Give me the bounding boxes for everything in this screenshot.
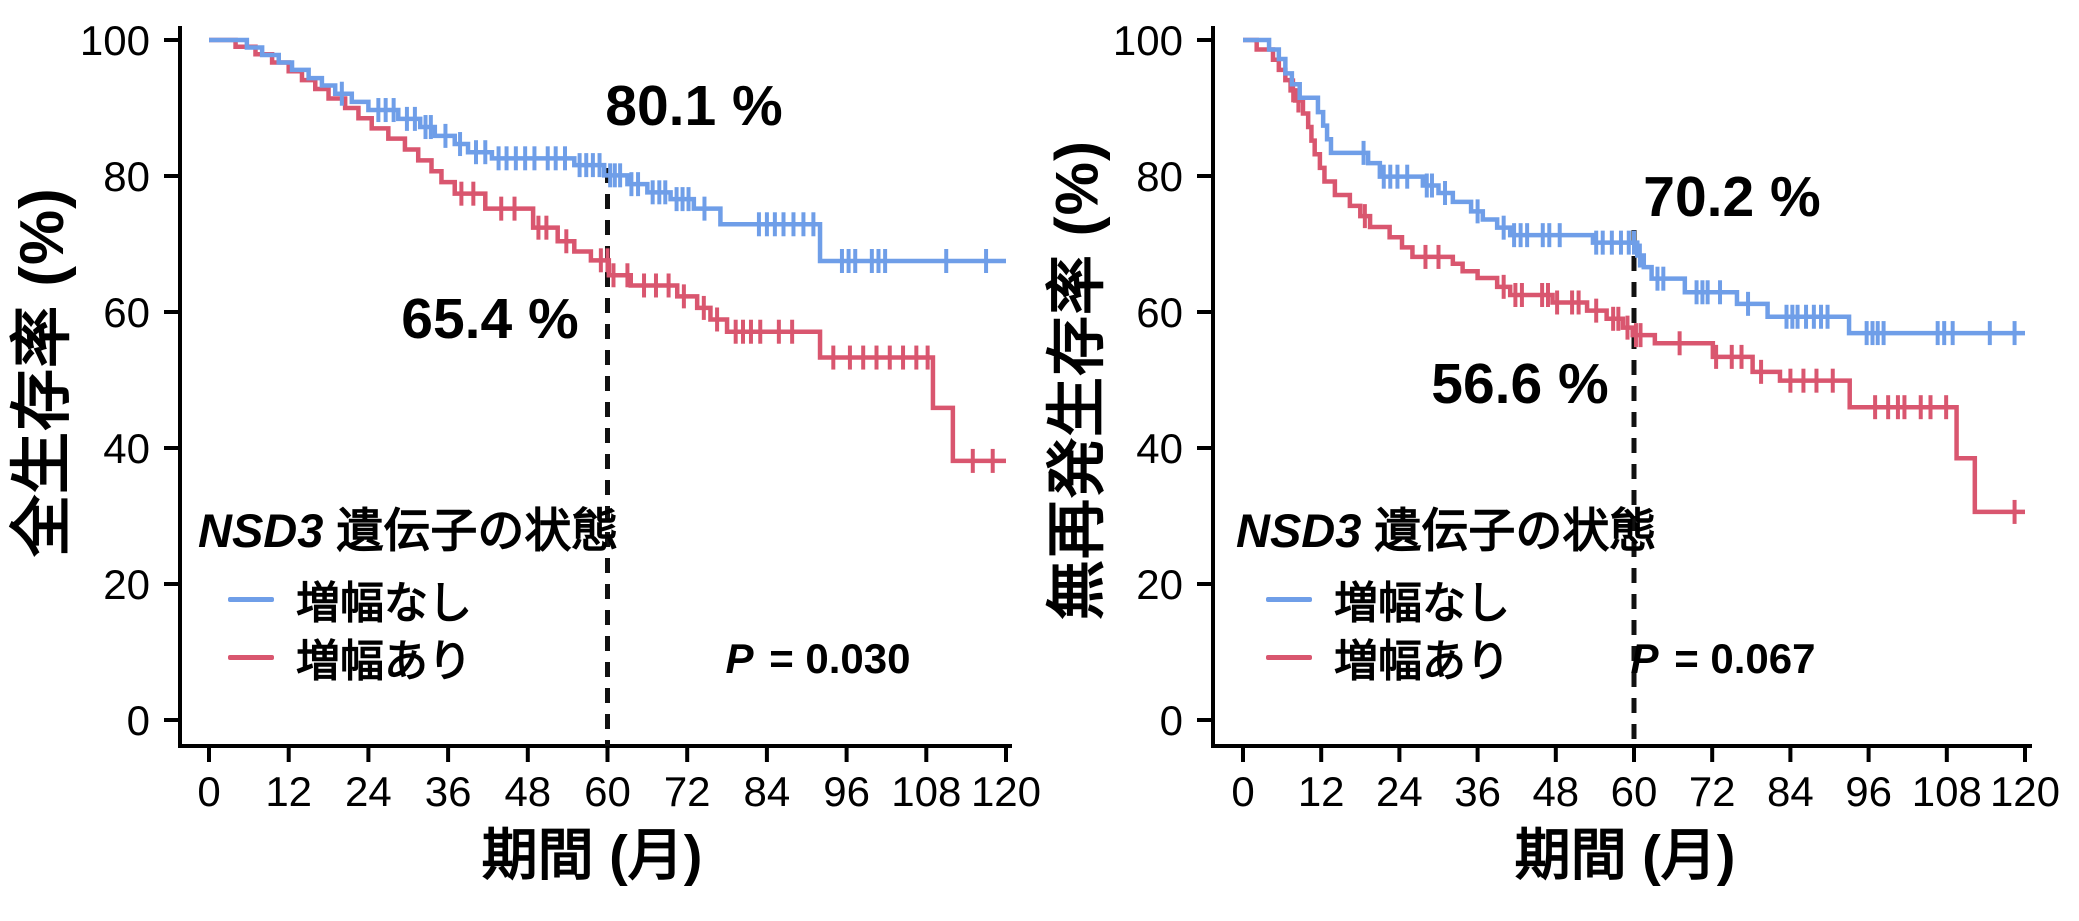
p-value-left: P = 0.030 [726,635,911,683]
svg-text:24: 24 [1376,768,1423,815]
svg-text:36: 36 [425,768,472,815]
svg-text:96: 96 [1845,768,1892,815]
svg-text:0: 0 [1160,697,1183,744]
svg-text:36: 36 [1454,768,1501,815]
p-value-right: P = 0.067 [1631,635,1816,683]
annotation-no-amplification-60mo-left: 80.1 % [605,74,783,138]
no-amplification-line-swatch [1266,596,1312,602]
svg-text:100: 100 [1113,17,1183,64]
legend-label-amplification: 増幅あり [296,637,472,686]
svg-text:0: 0 [127,697,150,744]
legend-title-rest: 遺伝子の状態 [1361,504,1657,557]
svg-text:60: 60 [1611,768,1658,815]
no-amplification-line-swatch [228,596,274,602]
svg-text:108: 108 [1912,768,1982,815]
legend-label-amplification: 増幅あり [1334,637,1510,686]
x-axis-title-right: 期間 (月) [1514,823,1736,887]
svg-text:48: 48 [1532,768,1579,815]
p-value-number: = 0.067 [1662,635,1816,682]
svg-text:72: 72 [1689,768,1736,815]
svg-text:20: 20 [1136,561,1183,608]
legend-left: NSD3 遺伝子の状態 増幅なし 増幅あり [198,492,618,691]
x-axis-title-left: 期間 (月) [481,823,703,887]
svg-text:0: 0 [197,768,220,815]
y-axis-title-recurrence-free-survival: 無再発生存率 (%) [1043,140,1111,620]
svg-text:40: 40 [103,425,150,472]
y-axis-title-overall-survival: 全生存率 (%) [8,187,77,557]
svg-text:40: 40 [1136,425,1183,472]
svg-text:60: 60 [103,289,150,336]
legend-title: NSD3 遺伝子の状態 [1236,492,1656,561]
legend-title-gene: NSD3 [1236,504,1362,557]
amplification-line-swatch [1266,654,1312,660]
svg-text:72: 72 [664,768,711,815]
legend-right: NSD3 遺伝子の状態 増幅なし 増幅あり [1236,492,1656,691]
legend-item-no-amplification: 増幅なし [228,575,618,628]
svg-text:80: 80 [1136,153,1183,200]
annotation-no-amplification-60mo-right: 70.2 % [1643,165,1821,229]
svg-text:60: 60 [1136,289,1183,336]
legend-label-no-amplification: 増幅なし [1334,579,1510,628]
p-value-symbol: P [1630,635,1659,682]
svg-text:84: 84 [744,768,791,815]
svg-text:24: 24 [345,768,392,815]
svg-text:120: 120 [1990,768,2060,815]
svg-text:80: 80 [103,153,150,200]
annotation-amplification-60mo-right: 56.6 % [1431,352,1609,416]
p-value-symbol: P [725,635,754,682]
p-value-number: = 0.030 [757,635,911,682]
svg-text:96: 96 [823,768,870,815]
legend-title-gene: NSD3 [198,504,324,557]
legend-title-rest: 遺伝子の状態 [323,504,619,557]
legend-item-amplification: 増幅あり [1266,633,1656,686]
svg-text:108: 108 [891,768,961,815]
amplification-line-swatch [228,654,274,660]
svg-text:120: 120 [971,768,1041,815]
svg-text:100: 100 [80,17,150,64]
svg-text:12: 12 [1298,768,1345,815]
annotation-amplification-60mo-left: 65.4 % [401,287,579,351]
legend-item-amplification: 増幅あり [228,633,618,686]
svg-text:0: 0 [1231,768,1254,815]
legend-title: NSD3 遺伝子の状態 [198,492,618,561]
legend-label-no-amplification: 増幅なし [296,579,472,628]
svg-text:12: 12 [265,768,312,815]
legend-item-no-amplification: 増幅なし [1266,575,1656,628]
svg-text:60: 60 [584,768,631,815]
svg-text:48: 48 [504,768,551,815]
svg-text:84: 84 [1767,768,1814,815]
svg-text:20: 20 [103,561,150,608]
